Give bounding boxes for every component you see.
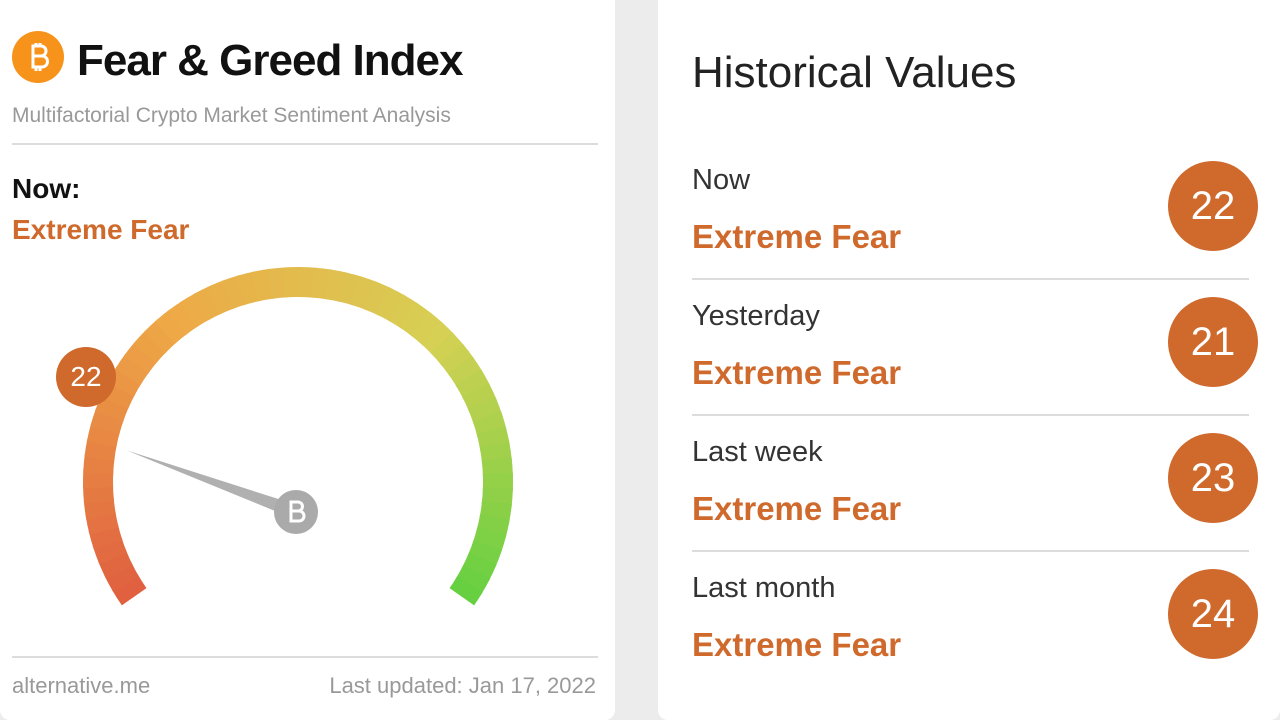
last-updated: Last updated: Jan 17, 2022 [329, 673, 596, 698]
row-divider [692, 278, 1249, 280]
now-classification: Extreme Fear [12, 214, 190, 245]
row-divider [692, 414, 1249, 416]
subtitle: Multifactorial Crypto Market Sentiment A… [12, 104, 451, 127]
value-badge: 21 [1168, 297, 1258, 387]
gauge-value-badge: 22 [56, 347, 116, 407]
period: Yesterday [692, 300, 820, 332]
classification: Extreme Fear [692, 218, 902, 255]
history-title: Historical Values [692, 48, 1017, 97]
gauge [83, 267, 513, 606]
now-label: Now: [12, 173, 81, 204]
value-badge: 22 [1168, 161, 1258, 251]
pivot-glyph [289, 500, 306, 523]
classification: Extreme Fear [692, 354, 902, 391]
source: alternative.me [12, 673, 151, 698]
classification: Extreme Fear [692, 490, 902, 527]
value-badge: 24 [1168, 569, 1258, 659]
period: Last month [692, 572, 836, 604]
title: Fear & Greed Index [77, 36, 463, 85]
gauge-needle [126, 450, 299, 519]
divider [12, 656, 598, 658]
logo-glyph [31, 43, 49, 71]
gauge-arc-segment [449, 576, 483, 606]
period: Last week [692, 436, 823, 468]
row-divider [692, 550, 1249, 552]
classification: Extreme Fear [692, 626, 902, 663]
bitcoin-logo [12, 31, 64, 83]
divider [12, 143, 598, 145]
value-badge: 23 [1168, 433, 1258, 523]
period: Now [692, 164, 751, 196]
